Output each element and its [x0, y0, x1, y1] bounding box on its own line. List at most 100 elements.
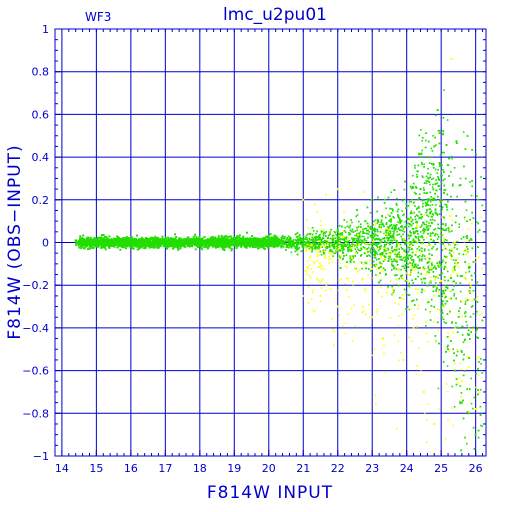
data-point-green: [297, 242, 300, 245]
data-point-green: [393, 266, 396, 269]
data-point-green: [433, 228, 435, 231]
data-point-green: [456, 142, 458, 144]
data-point-green: [428, 282, 431, 284]
data-point-green: [324, 232, 326, 235]
data-point-green: [433, 265, 436, 267]
data-point-green: [314, 246, 316, 249]
data-point-green: [465, 320, 468, 323]
data-point-green: [388, 257, 390, 260]
data-point-green: [362, 246, 365, 248]
data-point-green: [429, 191, 432, 194]
data-point-green: [334, 246, 336, 248]
data-point-green: [395, 249, 398, 252]
data-point-green: [439, 281, 441, 284]
data-point-green: [395, 226, 397, 228]
data-point-green: [418, 193, 421, 196]
data-point-green: [420, 153, 422, 156]
data-point-green: [395, 255, 398, 258]
data-point-green: [391, 208, 393, 210]
data-point-green: [411, 198, 413, 201]
data-point-green: [395, 260, 397, 262]
data-point-green: [470, 306, 473, 308]
data-point-green: [304, 244, 307, 247]
data-point-green: [429, 199, 432, 201]
data-point-green: [315, 236, 318, 239]
data-point-green: [337, 240, 340, 243]
data-point-green: [435, 144, 437, 146]
data-point-green: [394, 274, 396, 277]
data-point-green: [406, 241, 408, 244]
data-point-green: [292, 240, 294, 242]
data-point-green: [290, 245, 293, 247]
data-point-green: [347, 246, 349, 249]
data-point-green: [356, 214, 359, 216]
data-point-green: [339, 240, 342, 243]
data-point-green: [390, 269, 393, 271]
data-point-green: [358, 220, 360, 223]
data-point-green: [451, 321, 454, 323]
data-point-green: [75, 244, 77, 246]
data-point-green: [317, 247, 320, 250]
data-point-green: [462, 399, 464, 402]
data-point-green: [350, 219, 353, 221]
data-point-green: [455, 259, 457, 262]
data-point-green: [438, 262, 441, 265]
data-point-green: [426, 202, 429, 204]
data-point-green: [469, 286, 471, 289]
data-point-green: [322, 234, 325, 237]
data-point-green: [404, 264, 407, 266]
data-point-green: [396, 234, 399, 236]
data-point-green: [379, 248, 381, 250]
data-point-green: [390, 224, 393, 226]
data-point-green: [437, 227, 439, 230]
data-point-green: [392, 215, 395, 218]
data-point-green: [342, 245, 344, 248]
data-point-green: [351, 241, 354, 243]
data-point-green: [313, 240, 316, 243]
data-point-green: [349, 229, 351, 231]
data-point-green: [337, 243, 339, 246]
data-point-green: [349, 244, 351, 247]
data-point-green: [417, 205, 420, 208]
data-point-green: [428, 208, 431, 211]
data-point-green: [422, 187, 425, 189]
data-point-green: [435, 204, 437, 206]
data-point-green: [382, 224, 385, 227]
data-point-green: [437, 236, 440, 238]
data-point-green: [281, 242, 284, 244]
data-point-green: [430, 156, 433, 158]
data-point-green: [412, 259, 415, 261]
data-point-green: [383, 240, 386, 243]
data-point-green: [454, 221, 457, 224]
data-point-green: [437, 321, 439, 324]
data-point-green: [318, 243, 321, 246]
data-point-green: [341, 245, 343, 247]
data-point-green: [442, 229, 445, 231]
panel-label: WF3: [85, 10, 111, 24]
data-point-green: [430, 210, 433, 213]
data-point-green: [369, 255, 371, 257]
data-point-green: [466, 388, 468, 390]
data-point-green: [363, 238, 366, 241]
data-point-green: [466, 220, 469, 222]
data-point-green: [387, 196, 390, 199]
data-point-green: [311, 247, 313, 250]
data-point-green: [411, 264, 414, 267]
data-point-green: [444, 189, 447, 191]
data-point-green: [468, 357, 470, 359]
data-point-green: [458, 310, 460, 312]
data-point-green: [436, 287, 438, 289]
data-point-green: [380, 245, 383, 247]
data-point-green: [408, 237, 410, 240]
data-point-green: [466, 324, 468, 327]
data-point-green: [358, 234, 361, 237]
data-point-green: [401, 240, 404, 242]
data-point-green: [359, 239, 362, 241]
data-point-green: [365, 239, 368, 242]
data-point-green: [443, 268, 445, 270]
data-point-green: [432, 197, 435, 200]
data-point-green: [404, 251, 406, 253]
data-point-green: [425, 227, 428, 229]
data-point-green: [393, 231, 395, 233]
data-point-green: [432, 240, 435, 242]
